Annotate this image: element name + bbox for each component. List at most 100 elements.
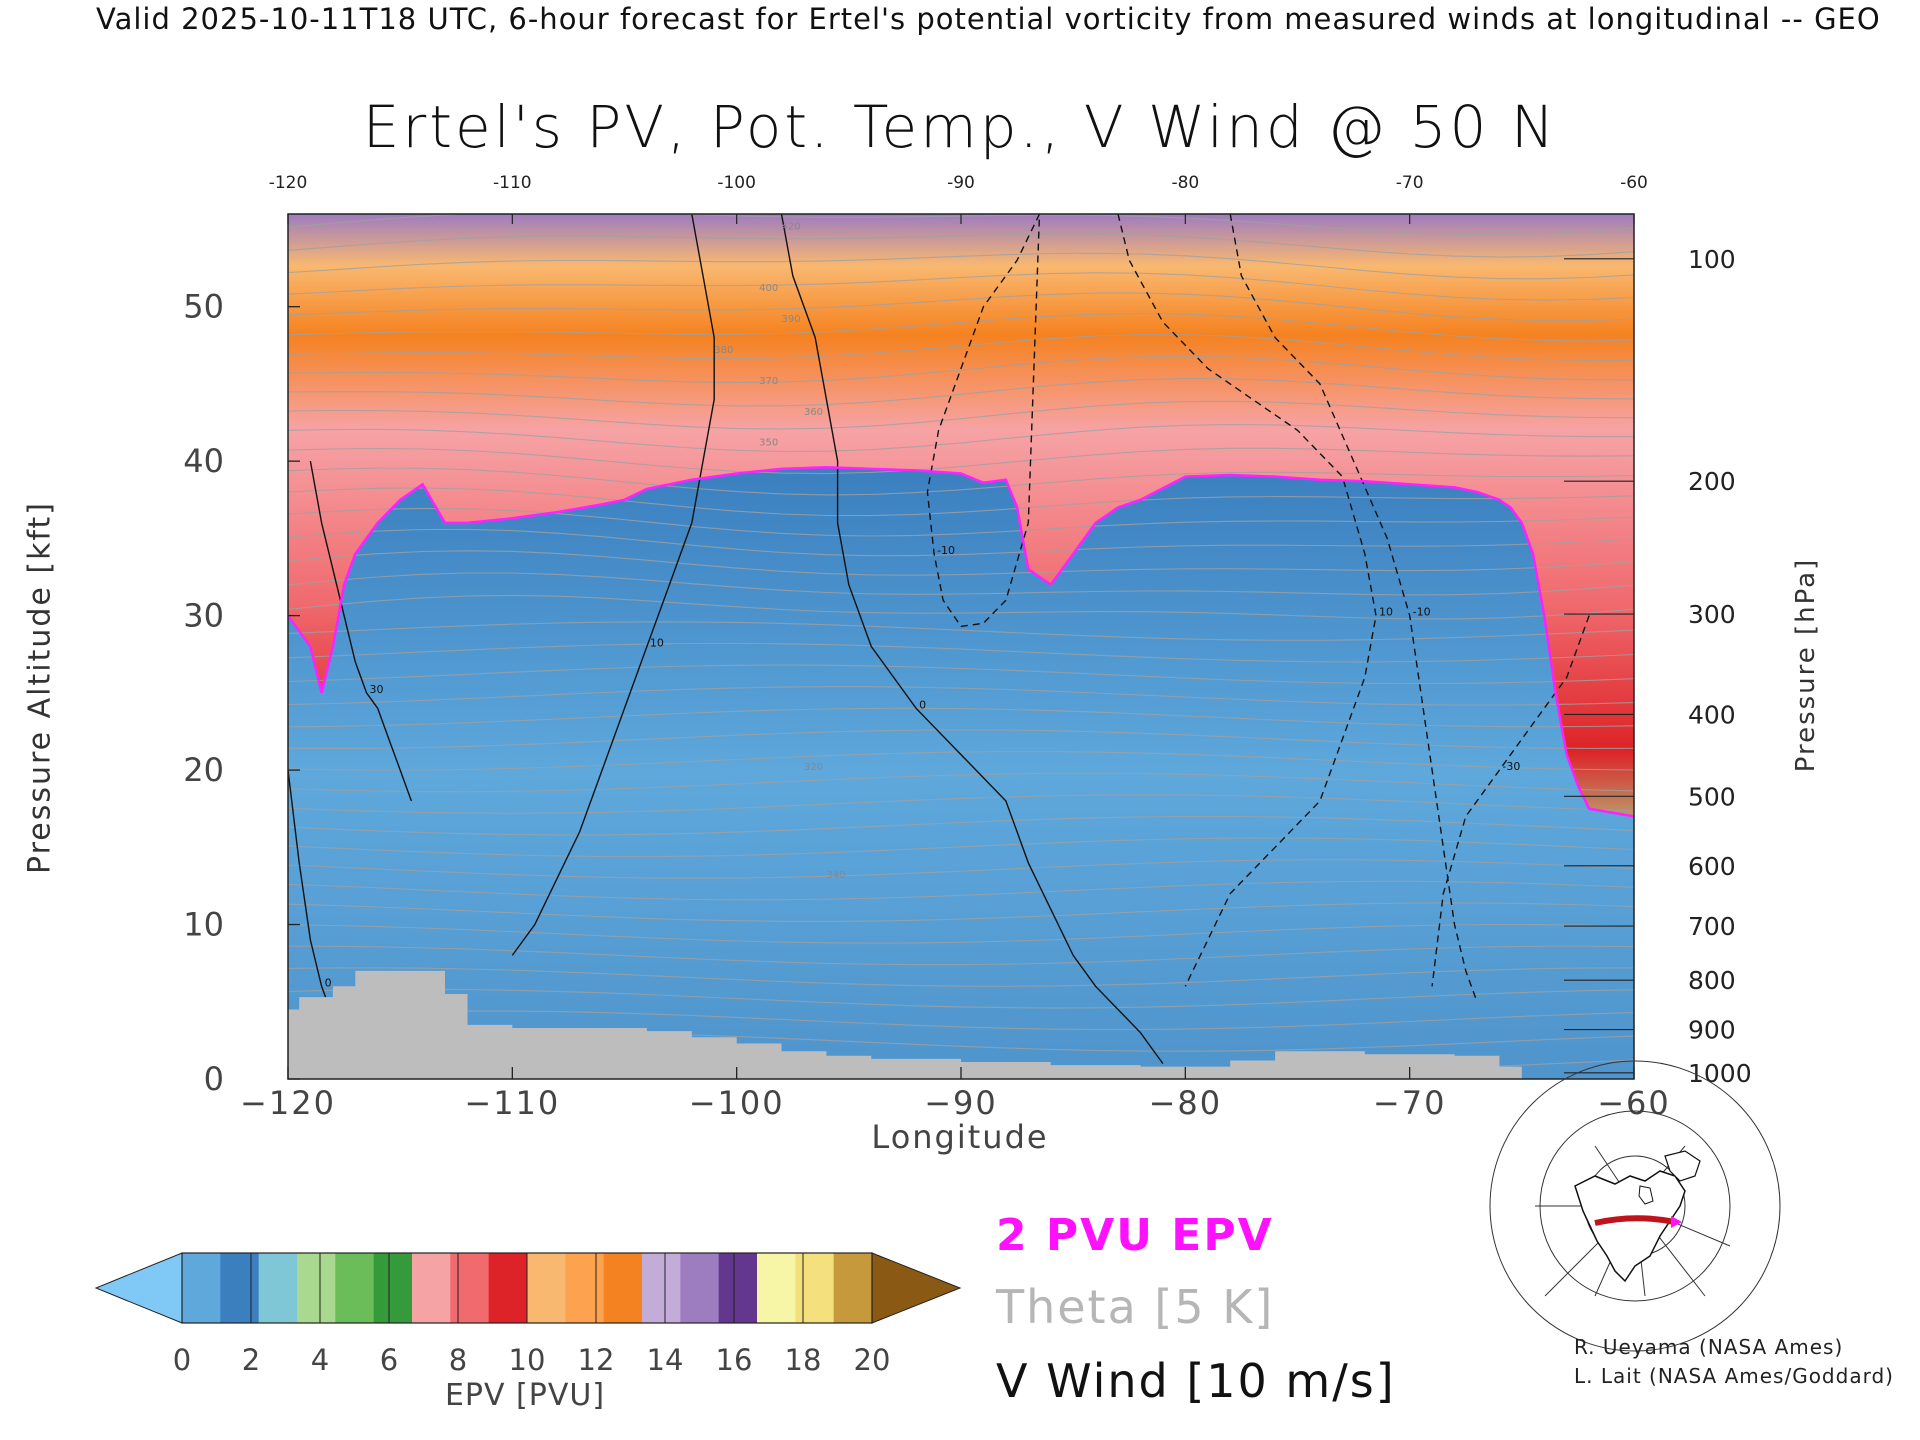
right-axis: 100 200 300 400 500 600 700 800 900 1000 bbox=[1564, 245, 1752, 1088]
v-wind-line bbox=[1431, 615, 1590, 987]
colorbar-swatch bbox=[833, 1253, 873, 1323]
theta-line bbox=[288, 815, 1634, 836]
p-tick-label: 200 bbox=[1688, 467, 1736, 496]
v-wind-line bbox=[309, 460, 413, 802]
right-axis-label: Pressure [hPa] bbox=[1791, 557, 1821, 773]
colorbar-swatch bbox=[642, 1253, 681, 1323]
colorbar-swatch bbox=[258, 1253, 298, 1323]
p-tick-label: 300 bbox=[1688, 600, 1736, 629]
theta-line bbox=[288, 528, 1634, 557]
p-tick-label: 500 bbox=[1688, 782, 1736, 811]
p-tick-label: 100 bbox=[1688, 245, 1736, 274]
chart-title: Ertel's PV, Pot. Temp., V Wind @ 50 N bbox=[362, 93, 1558, 161]
header-line: Valid 2025-10-11T18 UTC, 6-hour forecast… bbox=[96, 2, 1881, 36]
x-tick-label: −100 bbox=[689, 1084, 785, 1122]
colorbar-tick-label: 4 bbox=[311, 1343, 329, 1377]
troposphere-fill bbox=[288, 467, 1634, 1079]
colorbar-tick-label: 14 bbox=[647, 1343, 684, 1377]
theta-label: 360 bbox=[804, 407, 823, 418]
top-tick-label: -60 bbox=[1620, 173, 1648, 193]
v-wind-label: 10 bbox=[650, 637, 664, 650]
theta-line bbox=[288, 923, 1634, 944]
colorbar-tick-label: 18 bbox=[785, 1343, 822, 1377]
topography bbox=[288, 970, 1522, 1079]
x-axis: −120 −110 −100 −90 −80 −70 −60 bbox=[240, 1067, 1671, 1122]
x-tick-label: −90 bbox=[924, 1084, 998, 1122]
v-wind-line bbox=[1117, 214, 1377, 987]
legend-theta: Theta [5 K] bbox=[996, 1280, 1275, 1334]
v-wind-contours: -10 10 -10 -30 0 10 30 0 bbox=[288, 214, 1590, 1065]
x-tick-label: −80 bbox=[1149, 1084, 1223, 1122]
theta-line bbox=[288, 664, 1634, 685]
y-tick-label: 30 bbox=[183, 597, 224, 635]
theta-label: 350 bbox=[759, 438, 778, 449]
colorbar-swatch bbox=[335, 1253, 375, 1323]
theta-label: 420 bbox=[782, 221, 801, 232]
colorbar-tick-label: 2 bbox=[242, 1343, 260, 1377]
v-wind-line bbox=[926, 214, 1041, 628]
legend-wind: V Wind [10 m/s] bbox=[996, 1354, 1396, 1408]
theta-line bbox=[288, 312, 1634, 342]
colorbar-swatch bbox=[488, 1253, 528, 1323]
top-tick-label: -70 bbox=[1396, 173, 1424, 193]
theta-line bbox=[288, 967, 1634, 987]
theta-line bbox=[288, 447, 1634, 475]
top-tick-label: -120 bbox=[269, 173, 308, 193]
colorbar-swatch bbox=[527, 1253, 566, 1323]
colorbar-tick-label: 0 bbox=[173, 1343, 191, 1377]
legend-epv: 2 PVU EPV bbox=[996, 1210, 1274, 1261]
theta-label: 380 bbox=[714, 345, 733, 356]
theta-line bbox=[288, 729, 1634, 749]
colorbar-over-arrow bbox=[871, 1252, 962, 1324]
v-wind-label: 0 bbox=[325, 976, 332, 989]
theta-line bbox=[288, 507, 1634, 537]
locator-map bbox=[1489, 1060, 1781, 1352]
top-tick-label: -110 bbox=[493, 173, 532, 193]
v-wind-label: 0 bbox=[919, 698, 926, 711]
theta-label: 400 bbox=[759, 283, 778, 294]
v-wind-label: -10 bbox=[1413, 606, 1431, 619]
theta-line bbox=[288, 550, 1634, 576]
theta-line bbox=[288, 880, 1634, 901]
colorbar-tick-label: 16 bbox=[716, 1343, 753, 1377]
colorbar-swatch bbox=[565, 1253, 605, 1323]
theta-line bbox=[288, 272, 1634, 301]
colorbar-tick-label: 10 bbox=[509, 1343, 546, 1377]
left-axis: 0 10 20 30 40 50 bbox=[183, 288, 300, 1098]
v-wind-label: 30 bbox=[370, 683, 384, 696]
v-wind-label: 10 bbox=[1379, 606, 1393, 619]
colorbar-swatch bbox=[450, 1253, 490, 1323]
theta-line bbox=[288, 707, 1634, 728]
top-tick-label: -100 bbox=[717, 173, 756, 193]
colorbar-swatch bbox=[680, 1253, 720, 1323]
theta-line bbox=[288, 945, 1634, 966]
theta-line bbox=[288, 902, 1634, 922]
colorbar-tick-label: 6 bbox=[380, 1343, 398, 1377]
v-wind-label: -30 bbox=[1502, 760, 1520, 773]
colorbar-tick-label: 20 bbox=[854, 1343, 891, 1377]
y-tick-label: 0 bbox=[204, 1060, 224, 1098]
top-tick-label: -90 bbox=[947, 173, 975, 193]
theta-line bbox=[288, 772, 1634, 793]
colorbar-swatch bbox=[373, 1253, 413, 1323]
p-tick-label: 400 bbox=[1688, 700, 1736, 729]
credit-line: R. Ueyama (NASA Ames) bbox=[1574, 1335, 1844, 1359]
theta-line bbox=[288, 572, 1634, 596]
theta-line bbox=[288, 686, 1634, 706]
theta-line bbox=[288, 292, 1634, 322]
colorbar-swatch bbox=[297, 1253, 336, 1323]
credit-line: L. Lait (NASA Ames/Goddard) bbox=[1574, 1364, 1894, 1388]
theta-line bbox=[288, 621, 1634, 641]
x-tick-label: −70 bbox=[1373, 1084, 1447, 1122]
x-tick-label: −60 bbox=[1597, 1084, 1671, 1122]
theta-line bbox=[288, 467, 1634, 496]
colorbar-swatch bbox=[795, 1253, 835, 1323]
colorbar-ticks: 0 2 4 6 8 10 12 14 16 18 20 bbox=[173, 1253, 891, 1377]
y-tick-label: 50 bbox=[183, 288, 224, 326]
colorbar-swatch bbox=[718, 1253, 758, 1323]
left-axis-label: Pressure Altitude [kft] bbox=[22, 501, 58, 874]
theta-line bbox=[288, 334, 1634, 362]
v-wind-line bbox=[780, 214, 1164, 1065]
top-tick-label: -80 bbox=[1171, 173, 1199, 193]
